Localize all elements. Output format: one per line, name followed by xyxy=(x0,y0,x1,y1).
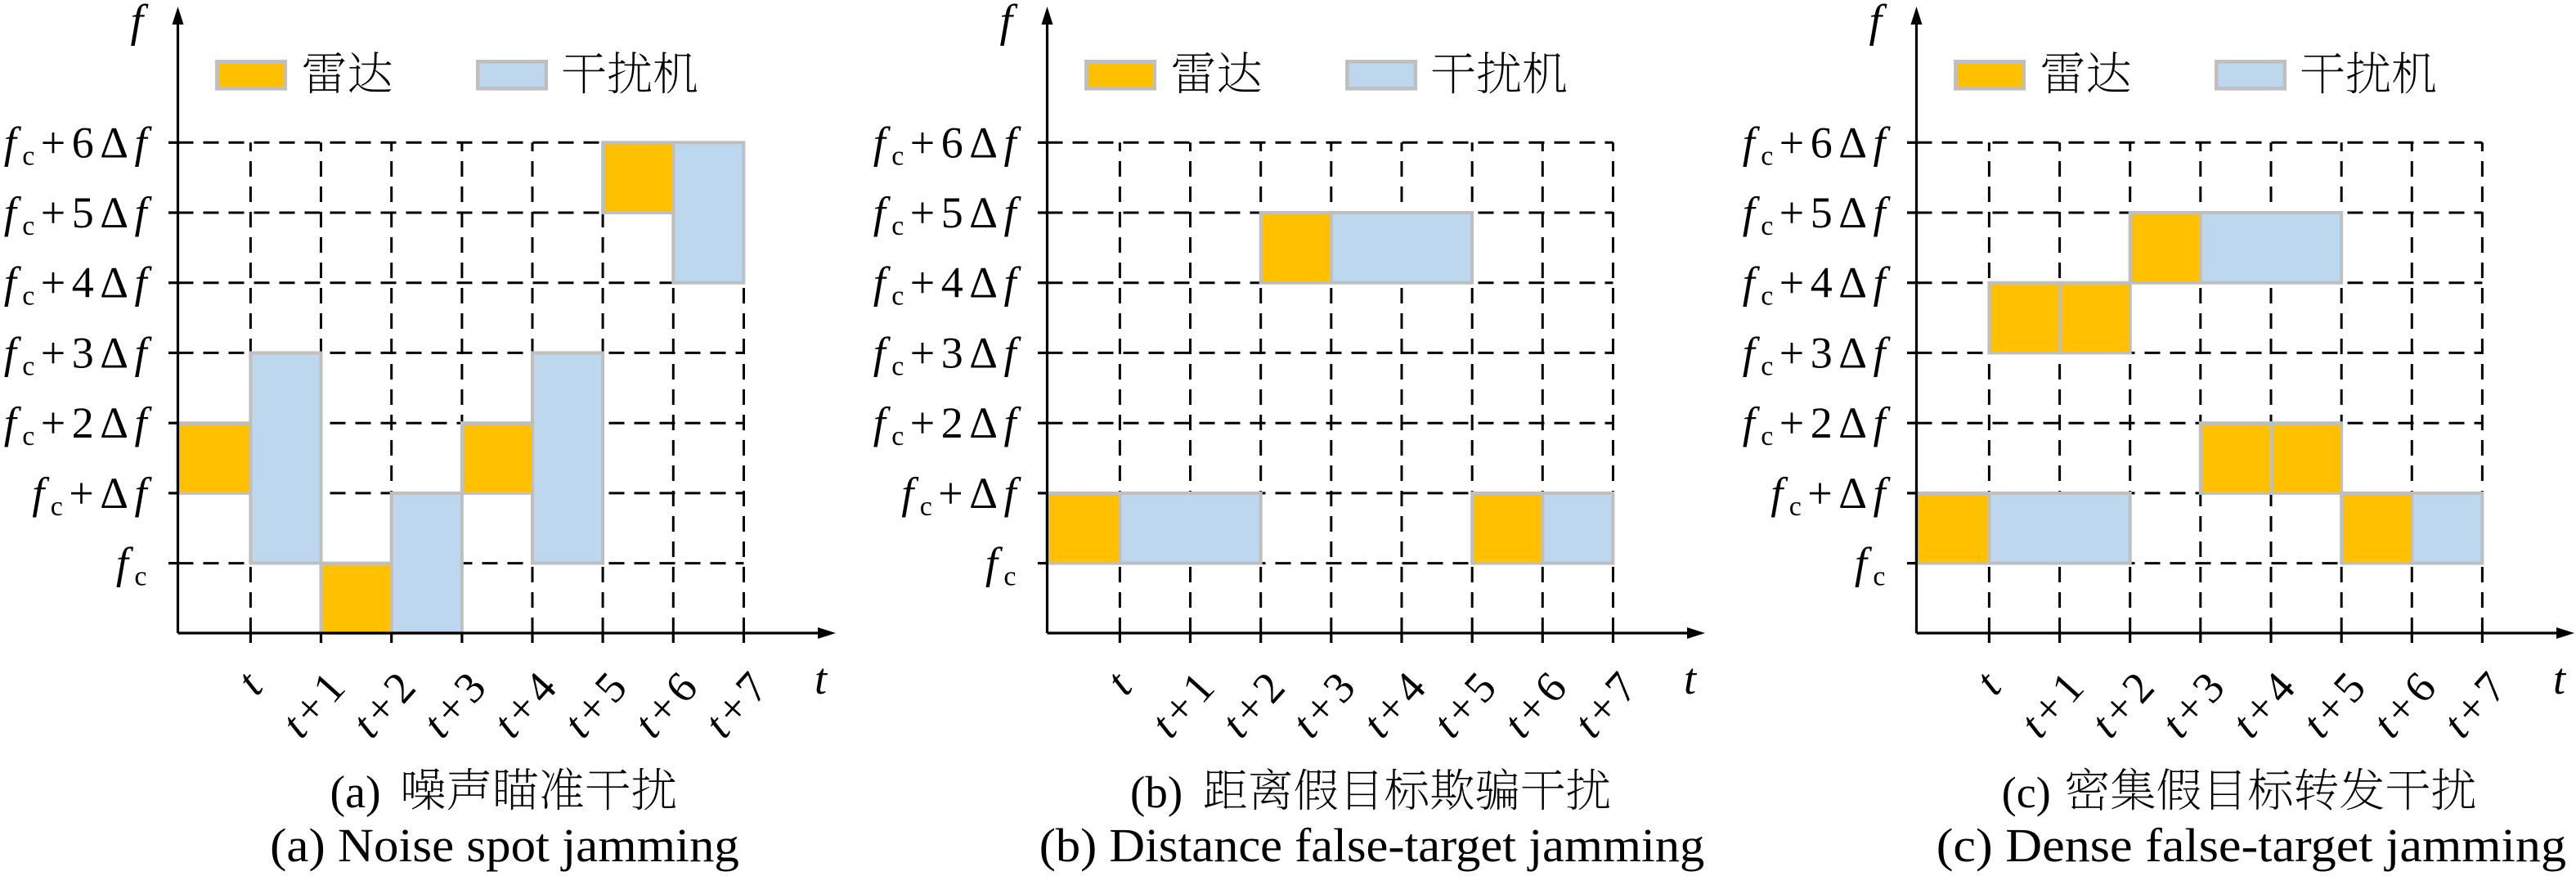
svg-text:t+7: t+7 xyxy=(1564,659,1649,747)
svg-text:fc+2Δf: fc+2Δf xyxy=(873,398,1022,451)
svg-text:fc+2Δf: fc+2Δf xyxy=(4,398,153,451)
svg-text:(a): (a) xyxy=(330,767,381,818)
svg-text:t: t xyxy=(815,654,828,703)
svg-text:(b): (b) xyxy=(1130,767,1183,817)
svg-text:(a) Noise spot jamming: (a) Noise spot jamming xyxy=(270,819,739,871)
svg-text:f: f xyxy=(130,0,149,47)
svg-text:fc+3Δf: fc+3Δf xyxy=(873,328,1022,381)
svg-text:t+6: t+6 xyxy=(1493,659,1579,747)
svg-text:t+5: t+5 xyxy=(1423,659,1509,747)
svg-text:fc+5Δf: fc+5Δf xyxy=(4,188,153,241)
svg-text:fc+6Δf: fc+6Δf xyxy=(1743,118,1892,171)
svg-text:f: f xyxy=(1869,0,1887,47)
svg-text:(c) Dense false-target jamming: (c) Dense false-target jamming xyxy=(1936,820,2566,872)
svg-text:fc+6Δf: fc+6Δf xyxy=(873,118,1022,171)
svg-text:t+7: t+7 xyxy=(2433,659,2519,747)
svg-text:t: t xyxy=(227,658,276,704)
svg-text:fc+5Δf: fc+5Δf xyxy=(873,188,1022,241)
svg-text:t+3: t+3 xyxy=(413,659,499,747)
svg-text:fc+6Δf: fc+6Δf xyxy=(4,118,153,171)
svg-text:t+1: t+1 xyxy=(2010,659,2096,747)
svg-text:fc+4Δf: fc+4Δf xyxy=(873,258,1022,312)
svg-text:fc: fc xyxy=(1855,539,1892,592)
svg-text:t+6: t+6 xyxy=(624,659,710,747)
svg-text:t+2: t+2 xyxy=(2080,659,2166,747)
svg-text:t: t xyxy=(2553,654,2567,703)
svg-text:t: t xyxy=(1966,658,2014,704)
svg-text:fc: fc xyxy=(116,539,153,592)
svg-text:fc+4Δf: fc+4Δf xyxy=(1743,258,1892,312)
svg-text:t+7: t+7 xyxy=(694,659,780,747)
svg-text:t+4: t+4 xyxy=(2222,659,2308,747)
svg-text:t+3: t+3 xyxy=(1282,659,1368,747)
svg-text:fc+2Δf: fc+2Δf xyxy=(1743,398,1892,451)
svg-text:fc+Δf: fc+Δf xyxy=(32,469,153,522)
svg-text:t+1: t+1 xyxy=(1141,659,1227,747)
svg-text:fc+5Δf: fc+5Δf xyxy=(1743,188,1892,241)
svg-text:fc+3Δf: fc+3Δf xyxy=(1743,328,1892,381)
svg-text:t+1: t+1 xyxy=(272,659,357,747)
svg-text:fc+Δf: fc+Δf xyxy=(1770,469,1892,522)
svg-text:fc+3Δf: fc+3Δf xyxy=(4,328,153,381)
svg-text:fc+4Δf: fc+4Δf xyxy=(4,258,153,312)
svg-text:f: f xyxy=(999,0,1018,47)
svg-text:(b) Distance false-target jamm: (b) Distance false-target jamming xyxy=(1039,819,1705,872)
svg-text:t+4: t+4 xyxy=(483,659,569,747)
svg-text:t+5: t+5 xyxy=(554,659,640,747)
svg-text:t+4: t+4 xyxy=(1353,659,1438,747)
svg-text:t+2: t+2 xyxy=(1211,659,1297,747)
svg-text:fc+Δf: fc+Δf xyxy=(901,469,1022,522)
svg-text:t: t xyxy=(1097,658,1145,704)
svg-text:(c): (c) xyxy=(2002,768,2051,817)
svg-text:t+3: t+3 xyxy=(2152,659,2237,747)
svg-text:t+5: t+5 xyxy=(2292,659,2378,747)
svg-text:fc: fc xyxy=(985,539,1022,592)
svg-text:t: t xyxy=(1684,654,1698,703)
svg-text:t+6: t+6 xyxy=(2363,659,2448,747)
svg-text:t+2: t+2 xyxy=(342,659,428,747)
